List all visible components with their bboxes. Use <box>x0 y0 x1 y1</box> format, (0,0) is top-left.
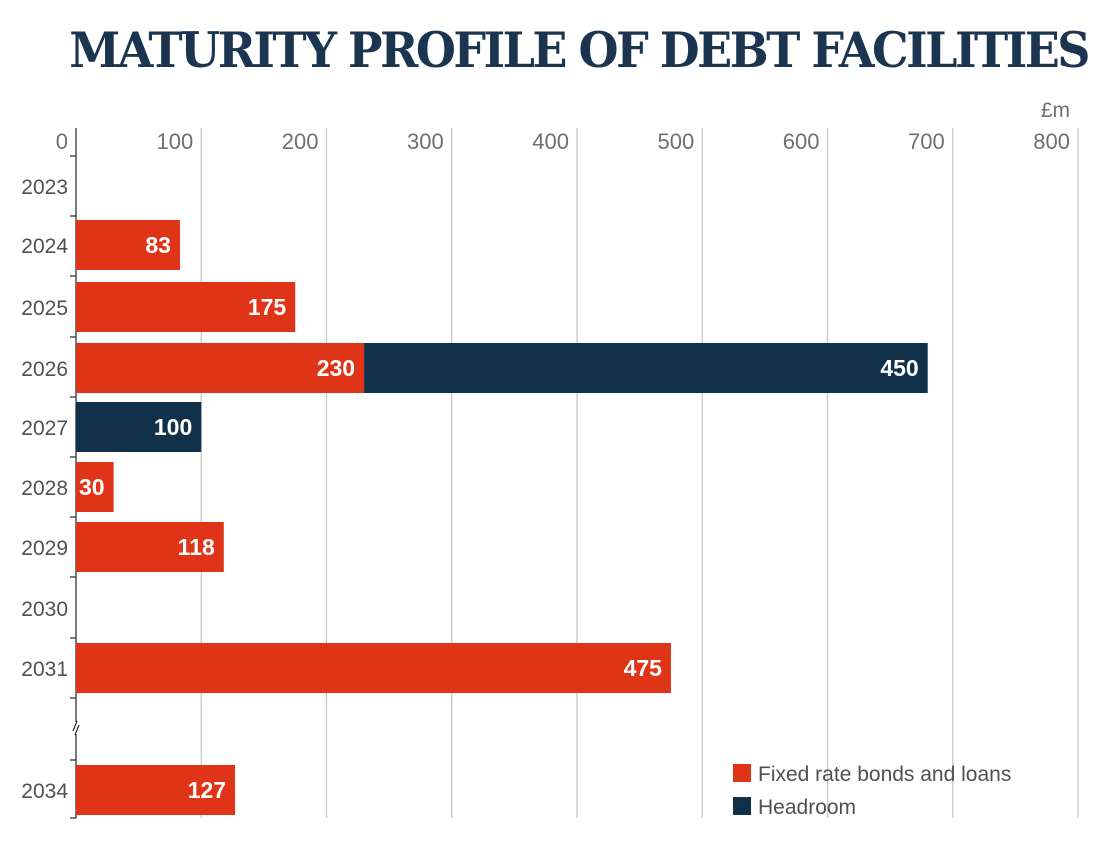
axis-break-mark <box>74 724 80 736</box>
bar-value-label: 83 <box>145 232 171 258</box>
x-tick-label: 300 <box>407 129 444 154</box>
year-label: 2024 <box>21 235 68 258</box>
year-label: 2027 <box>21 417 68 440</box>
bar <box>76 462 114 512</box>
x-tick-label: 800 <box>1033 129 1070 154</box>
bar-value-label: 127 <box>188 777 226 803</box>
legend-label: Headroom <box>758 796 856 819</box>
bar <box>364 343 928 393</box>
x-tick-label: 400 <box>532 129 569 154</box>
bar <box>76 282 296 332</box>
year-label: 2031 <box>21 658 68 681</box>
legend-label: Fixed rate bonds and loans <box>758 763 1011 786</box>
bar-value-label: 175 <box>248 294 287 320</box>
bar <box>76 220 180 270</box>
bar-value-label: 30 <box>79 474 105 500</box>
x-tick-label: 0 <box>56 129 68 154</box>
x-tick-label: 500 <box>658 129 695 154</box>
x-tick-label: 700 <box>908 129 945 154</box>
bar-value-label: 118 <box>178 534 215 560</box>
x-tick-label: 200 <box>282 129 319 154</box>
x-tick-label: 100 <box>157 129 194 154</box>
year-label: 2025 <box>21 297 68 320</box>
bar <box>76 402 202 452</box>
bar-value-label: 100 <box>154 414 192 440</box>
bar <box>76 522 224 572</box>
bar-value-label: 450 <box>880 355 918 381</box>
bar-value-label: 475 <box>624 655 663 681</box>
chart-title: MATURITY PROFILE OF DEBT FACILITIES <box>69 22 1090 79</box>
bar-value-label: 230 <box>317 355 355 381</box>
year-label: 2029 <box>21 537 68 560</box>
unit-label: £m <box>1041 99 1070 122</box>
bar <box>76 343 365 393</box>
year-label: 2028 <box>21 477 68 500</box>
x-tick-label: 600 <box>783 129 820 154</box>
year-label: 2034 <box>21 780 68 803</box>
year-label: 2026 <box>21 358 68 381</box>
bar <box>76 765 236 815</box>
year-label: 2030 <box>21 598 68 621</box>
axis-break-mark <box>72 720 78 732</box>
legend-swatch <box>733 797 751 815</box>
legend-swatch <box>733 764 751 782</box>
year-label: 2023 <box>21 176 68 199</box>
bar <box>76 643 671 693</box>
